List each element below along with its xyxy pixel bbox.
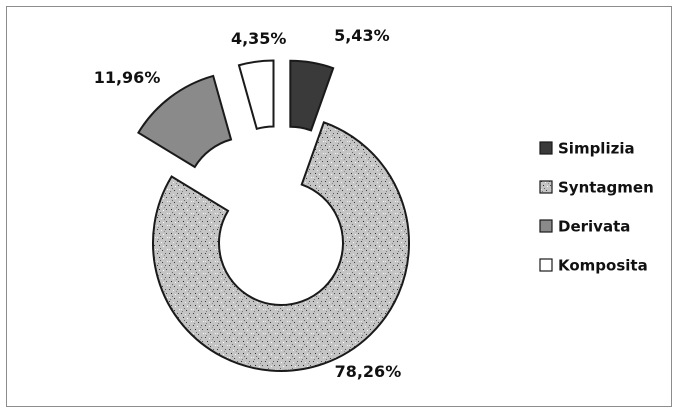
legend-swatch-komposita: [540, 259, 552, 271]
slice-derivata: [138, 76, 231, 167]
value-label-komposita: 4,35%: [231, 29, 287, 48]
value-label-simplizia: 5,43%: [334, 26, 390, 45]
legend-label-derivata: Derivata: [558, 218, 630, 236]
legend-label-syntagmen: Syntagmen: [558, 179, 654, 197]
value-label-derivata: 11,96%: [94, 68, 161, 87]
legend-swatch-derivata: [540, 220, 552, 232]
value-label-syntagmen: 78,26%: [335, 362, 402, 381]
legend-swatch-simplizia: [540, 142, 552, 154]
legend-swatch-syntagmen: [540, 181, 552, 193]
legend-label-komposita: Komposita: [558, 257, 648, 275]
slice-komposita: [239, 61, 274, 129]
slice-simplizia: [290, 61, 333, 131]
legend-label-simplizia: Simplizia: [558, 140, 635, 158]
